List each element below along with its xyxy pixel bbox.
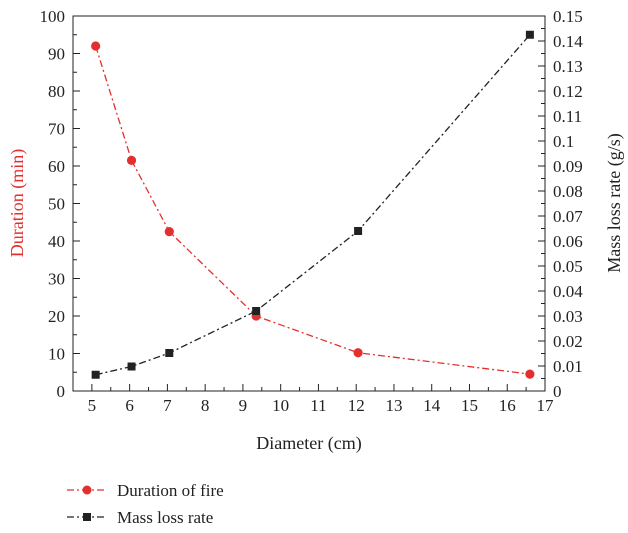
data-point-duration [164, 227, 174, 237]
legend-label-duration: Duration of fire [117, 481, 224, 500]
y-right-tick-label: 0.06 [553, 232, 583, 251]
y-right-tick-label: 0.03 [553, 307, 583, 326]
x-tick-label: 16 [499, 396, 516, 415]
x-tick-label: 15 [461, 396, 478, 415]
y-right-tick-label: 0.09 [553, 157, 583, 176]
y-right-tick-label: 0.04 [553, 282, 583, 301]
y-right-tick-label: 0.15 [553, 7, 583, 26]
series-line-mass-loss [95, 34, 531, 376]
data-point-duration [126, 155, 137, 165]
x-tick-label: 8 [201, 396, 210, 415]
y-right-tick-label: 0.13 [553, 57, 583, 76]
x-tick-label: 9 [239, 396, 248, 415]
x-axis-title: Diameter (cm) [256, 433, 361, 454]
y-left-tick-label: 10 [48, 345, 65, 364]
legend-label-mass-loss: Mass loss rate [117, 508, 213, 527]
legend-marker-duration [82, 485, 92, 495]
y-right-tick-label: 0 [553, 382, 562, 401]
x-tick-label: 17 [537, 396, 555, 415]
y-right-tick-label: 0.01 [553, 357, 583, 376]
x-tick-label: 12 [348, 396, 365, 415]
x-tick-label: 14 [423, 396, 441, 415]
y-left-tick-label: 70 [48, 120, 65, 139]
data-point-duration [353, 348, 363, 358]
y-right-tick-label: 0.08 [553, 182, 583, 201]
data-point-mass-loss [354, 227, 363, 235]
data-point-duration [525, 369, 535, 379]
legend-marker-mass-loss [83, 513, 91, 521]
data-point-mass-loss [165, 349, 174, 357]
x-tick-label: 10 [272, 396, 289, 415]
y-right-tick-label: 0.1 [553, 132, 574, 151]
x-tick-label: 5 [88, 396, 97, 415]
data-point-mass-loss [91, 370, 100, 379]
legend: Duration of fire Mass loss rate [67, 481, 224, 527]
y-right-tick-label: 0.07 [553, 207, 583, 226]
y-right-tick-label: 0.11 [553, 107, 582, 126]
legend-item-mass-loss: Mass loss rate [67, 508, 213, 527]
x-tick-label: 6 [125, 396, 134, 415]
data-point-duration [91, 41, 101, 51]
y-axis-right-title: Mass loss rate (g/s) [604, 133, 625, 272]
y-left-tick-label: 60 [48, 157, 65, 176]
x-tick-label: 13 [385, 396, 402, 415]
y-left-tick-label: 20 [48, 307, 65, 326]
y-left-tick-label: 40 [48, 232, 65, 251]
y-right-tick-label: 0.14 [553, 32, 583, 51]
x-tick-label: 11 [310, 396, 326, 415]
ticks-layer: 5 6 7 8 9 10 11 12 13 14 15 16 170102030405060708090… [40, 7, 584, 415]
y-left-tick-label: 80 [48, 82, 65, 101]
data-point-mass-loss [127, 362, 136, 371]
y-left-tick-label: 30 [48, 270, 65, 289]
y-left-tick-label: 100 [40, 7, 66, 26]
y-right-tick-label: 0.02 [553, 332, 583, 351]
x-tick-label: 7 [163, 396, 172, 415]
data-point-mass-loss [525, 30, 534, 39]
y-right-tick-label: 0.05 [553, 257, 583, 276]
series-line-duration [95, 45, 530, 375]
series-layer [91, 30, 535, 379]
y-left-tick-label: 50 [48, 195, 65, 214]
y-right-tick-label: 0.12 [553, 82, 583, 101]
y-left-tick-label: 0 [57, 382, 66, 401]
y-axis-left-title: Duration (min) [7, 149, 28, 257]
y-left-tick-label: 90 [48, 45, 65, 64]
data-point-mass-loss [252, 307, 261, 315]
legend-item-duration: Duration of fire [67, 481, 224, 500]
